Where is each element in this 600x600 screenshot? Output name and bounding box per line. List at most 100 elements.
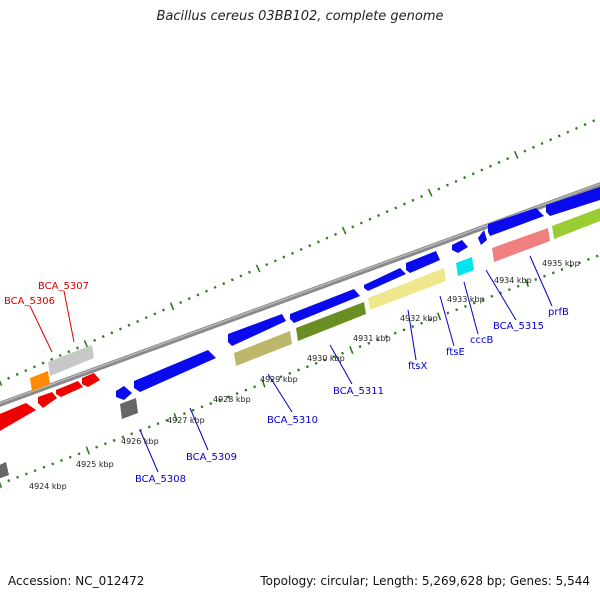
upper-track-minor-tick — [316, 240, 320, 244]
upper-track-minor-tick — [222, 282, 226, 286]
lower-track-minor-tick — [472, 301, 476, 305]
lower-track-minor-tick — [305, 365, 309, 369]
lower-track-minor-tick — [209, 402, 213, 406]
label-leader-ftsx — [407, 309, 417, 361]
upper-track-minor-tick — [153, 312, 157, 316]
lower-track-minor-tick — [428, 318, 432, 322]
upper-track-minor-tick — [93, 338, 97, 342]
gene-box[interactable] — [0, 462, 9, 480]
upper-track-minor-tick — [574, 126, 578, 130]
label-leader-bca-5308 — [139, 429, 159, 473]
gene-label-bca-5310: BCA_5310 — [267, 415, 318, 426]
upper-track-minor-tick — [230, 278, 234, 282]
gene-arrow[interactable] — [478, 230, 487, 245]
gene-box[interactable] — [120, 398, 138, 419]
gene-label-prfb: prfB — [548, 307, 569, 318]
lower-track-minor-tick — [578, 261, 582, 265]
lower-track-major-tick — [85, 446, 90, 455]
lower-track-major-tick — [349, 345, 354, 354]
gene-arrow[interactable] — [452, 240, 468, 253]
upper-track-minor-tick — [196, 293, 200, 297]
gene-box[interactable] — [456, 257, 474, 276]
lower-track-minor-tick — [420, 321, 423, 325]
lower-track-minor-tick — [402, 328, 406, 332]
upper-track-minor-tick — [471, 172, 475, 176]
upper-track-minor-tick — [265, 263, 269, 267]
map-title: Bacillus cereus 03BB102, complete genome — [156, 9, 444, 24]
kbp-label: 4930 kbp — [307, 354, 345, 363]
label-leader-bca-5306 — [29, 305, 53, 353]
lower-track-minor-tick — [60, 459, 63, 463]
lower-track-minor-tick — [411, 324, 415, 328]
upper-track-minor-tick — [58, 353, 62, 358]
lower-track-minor-tick — [499, 291, 503, 295]
gene-label-ftse: ftsE — [446, 347, 465, 358]
upper-track-minor-tick — [291, 251, 295, 255]
upper-track-minor-tick — [351, 225, 355, 229]
upper-track-minor-tick — [325, 236, 329, 240]
kbp-label: 4927 kbp — [167, 416, 205, 425]
gene-box[interactable] — [296, 302, 366, 341]
label-leader-bca-5315 — [485, 269, 517, 321]
upper-track-minor-tick — [15, 372, 19, 376]
gene-arrow[interactable] — [228, 314, 286, 346]
gene-box[interactable] — [234, 331, 292, 366]
gene-box[interactable] — [48, 345, 94, 376]
accession-text: Accession: NC_012472 — [8, 574, 145, 588]
upper-track-minor-tick — [127, 323, 131, 327]
gene-arrow[interactable] — [116, 386, 132, 400]
upper-track-minor-tick — [282, 255, 286, 259]
gene-arrow[interactable] — [406, 251, 440, 273]
gene-label-bca-5315: BCA_5315 — [493, 321, 544, 332]
lower-track-minor-tick — [446, 311, 450, 315]
upper-track-minor-tick — [592, 119, 596, 123]
label-leader-bca-5307 — [63, 290, 75, 343]
lower-track-minor-tick — [384, 335, 388, 339]
upper-track-minor-tick — [540, 141, 544, 146]
gene-arrow[interactable] — [364, 268, 406, 291]
upper-track-minor-tick — [41, 361, 45, 365]
gene-arrow[interactable] — [38, 392, 57, 408]
lower-track-minor-tick — [42, 465, 46, 469]
upper-track-minor-tick — [480, 168, 484, 172]
gene-arrow[interactable] — [488, 208, 544, 236]
lower-track-minor-tick — [253, 385, 257, 389]
upper-track-minor-tick — [463, 176, 467, 180]
lower-track-minor-tick — [534, 278, 538, 282]
upper-track-minor-tick — [394, 206, 398, 210]
gene-arrow[interactable] — [56, 381, 83, 397]
upper-track-minor-tick — [308, 244, 312, 248]
gene-arrow[interactable] — [546, 187, 600, 216]
lower-track-minor-tick — [358, 345, 362, 349]
lower-track-major-tick — [524, 278, 530, 287]
gene-arrow[interactable] — [134, 350, 216, 392]
gene-label-bca-5311: BCA_5311 — [333, 386, 384, 397]
gene-box[interactable] — [492, 228, 550, 262]
lower-track-minor-tick — [95, 445, 99, 449]
upper-track-minor-tick — [67, 350, 71, 354]
gene-arrow[interactable] — [82, 373, 100, 387]
gene-box[interactable] — [552, 208, 600, 239]
label-leader-bca-5311 — [329, 344, 353, 385]
gene-label-bca-5308: BCA_5308 — [135, 474, 186, 485]
gene-box[interactable] — [30, 371, 50, 391]
gene-box[interactable] — [368, 268, 446, 310]
upper-track-minor-tick — [497, 160, 501, 164]
tick-track-lower — [0, 254, 599, 489]
lower-track-minor-tick — [551, 271, 555, 275]
lower-track-minor-tick — [235, 391, 239, 396]
upper-track-minor-tick — [7, 376, 11, 380]
gene-arrow[interactable] — [290, 289, 360, 323]
label-leader-prfb — [529, 255, 553, 307]
lower-track-minor-tick — [244, 388, 248, 392]
upper-track-minor-tick — [334, 232, 338, 236]
upper-track-minor-tick — [136, 319, 140, 323]
upper-track-minor-tick — [118, 327, 122, 331]
upper-track-minor-tick — [239, 274, 243, 278]
label-leader-bca-5310 — [267, 373, 293, 413]
upper-track-minor-tick — [101, 335, 105, 339]
kbp-label: 4929 kbp — [260, 375, 298, 384]
lower-track-minor-tick — [314, 361, 318, 365]
gene-arrow[interactable] — [0, 403, 36, 432]
lower-track-minor-tick — [24, 472, 28, 476]
